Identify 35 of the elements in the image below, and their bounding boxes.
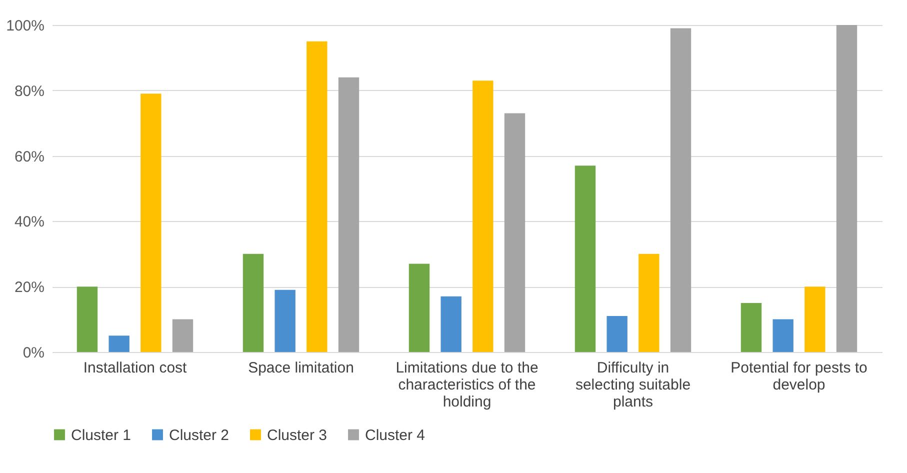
x-tick-label: Difficulty in selecting suitable plants [575, 360, 691, 410]
y-tick-label: 40% [14, 214, 44, 231]
bar [804, 286, 826, 352]
bar [172, 319, 194, 352]
y-tick-label: 60% [14, 148, 44, 166]
bar [638, 254, 660, 352]
x-tick-label: Potential for pests to develop [730, 360, 868, 394]
bar [338, 77, 360, 352]
bar [836, 25, 858, 352]
y-tick-label: 100% [6, 18, 44, 34]
bar [440, 296, 462, 352]
bar [108, 336, 130, 352]
x-tick-label: Space limitation [248, 360, 354, 376]
bar [606, 316, 628, 352]
bar [670, 28, 692, 352]
bar [306, 41, 328, 352]
bar [772, 319, 794, 352]
x-tick-label: Installation cost [83, 360, 188, 376]
y-tick-label: 80% [14, 82, 44, 100]
bar [140, 94, 162, 352]
bar [472, 80, 494, 352]
bar [76, 286, 98, 352]
y-tick-label: 20% [14, 279, 44, 296]
y-tick-label: 0% [22, 344, 44, 362]
bar [274, 290, 296, 352]
legend-label: Cluster 4 [365, 426, 426, 444]
bar [242, 254, 264, 352]
x-tick-label: Limitations due to the characteristics of the holding [396, 360, 538, 410]
bar [574, 166, 596, 352]
bar [408, 264, 430, 352]
bar [504, 113, 526, 352]
legend-label: Cluster 2 [169, 426, 230, 444]
legend-label: Cluster 1 [71, 426, 132, 444]
legend-label: Cluster 3 [267, 426, 328, 444]
bar [740, 302, 762, 352]
